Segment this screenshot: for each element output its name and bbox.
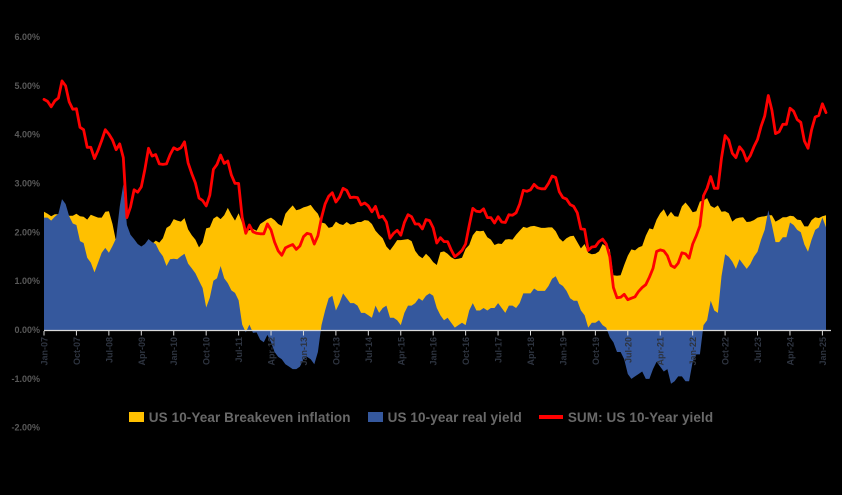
y-axis-tick-label: 5.00% (14, 81, 40, 91)
x-axis-tick-label: Oct-16 (461, 337, 471, 365)
y-axis-tick-label: 1.00% (14, 276, 40, 286)
x-axis-tick-label: Jul-17 (494, 337, 504, 363)
legend-item-sum-yield: SUM: US 10-Year yield (538, 409, 714, 425)
legend-label-real-yield: US 10-year real yield (387, 409, 522, 425)
x-axis-tick-label: Oct-22 (721, 337, 731, 365)
legend-label-sum-yield: SUM: US 10-Year yield (567, 409, 714, 425)
x-axis-tick-label: Jan-16 (429, 337, 439, 366)
x-axis-tick-label: Apr-18 (526, 337, 536, 366)
sum-line-swatch-icon (538, 415, 563, 419)
x-axis-tick-label: Jan-19 (558, 337, 568, 366)
x-axis-tick-label: Jan-13 (299, 337, 309, 366)
sum-yield-line (42, 79, 828, 302)
legend-item-real-yield: US 10-year real yield (367, 409, 522, 425)
x-axis-tick-label: Apr-09 (137, 337, 147, 366)
breakeven-swatch-icon (128, 412, 144, 422)
real-yield-area (44, 184, 826, 384)
real-yield-swatch-icon (367, 412, 383, 422)
x-axis-tick-label: Oct-13 (331, 337, 341, 365)
legend-item-breakeven: US 10-Year Breakeven inflation (128, 409, 351, 425)
x-axis-tick-label: Jan-22 (688, 337, 698, 366)
x-axis-tick-label: Jul-20 (623, 337, 633, 363)
legend: US 10-Year Breakeven inflation US 10-yea… (0, 404, 842, 430)
y-axis-tick-label: 4.00% (14, 130, 40, 140)
x-axis-tick-label: Jul-11 (234, 337, 244, 363)
y-axis-tick-label: -1.00% (11, 374, 40, 384)
breakeven-inflation-area (44, 198, 826, 330)
y-axis-tick-label: 6.00% (14, 32, 40, 42)
x-axis-tick-label: Oct-19 (591, 337, 601, 365)
x-axis-tick-label: Oct-07 (72, 337, 82, 365)
x-axis-tick-label: Jan-25 (818, 337, 828, 366)
x-axis-tick-label: Jan-07 (40, 337, 50, 366)
x-axis-tick-label: Jul-08 (104, 337, 114, 363)
y-axis-tick-label: 3.00% (14, 178, 40, 188)
x-axis-tick-label: Apr-12 (267, 337, 277, 366)
x-axis-tick-label: Oct-10 (202, 337, 212, 365)
y-axis-tick-label: -2.00% (11, 423, 40, 433)
y-axis-tick-label: 2.00% (14, 227, 40, 237)
legend-label-breakeven: US 10-Year Breakeven inflation (148, 409, 351, 425)
x-axis-tick-label: Apr-15 (396, 337, 406, 366)
y-axis-tick-label: 0.00% (14, 325, 40, 335)
x-axis-tick-label: Apr-21 (656, 337, 666, 366)
x-axis-tick-label: Jul-23 (753, 337, 763, 363)
x-axis-tick-label: Jul-14 (364, 337, 374, 363)
x-axis-tick-label: Jan-10 (169, 337, 179, 366)
x-axis-tick-label: Apr-24 (785, 337, 795, 366)
